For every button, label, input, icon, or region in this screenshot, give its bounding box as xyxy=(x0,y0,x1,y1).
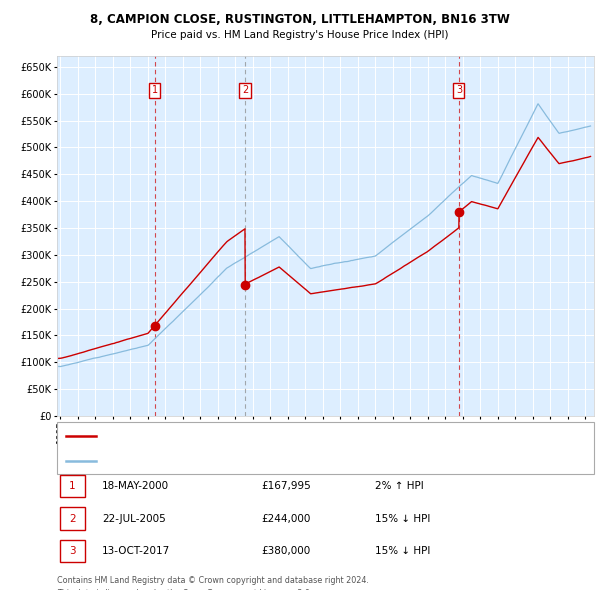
Text: 15% ↓ HPI: 15% ↓ HPI xyxy=(375,546,430,556)
Text: 3: 3 xyxy=(456,85,462,95)
Text: £380,000: £380,000 xyxy=(261,546,310,556)
Text: 2: 2 xyxy=(69,514,76,523)
Text: This data is licensed under the Open Government Licence v3.0.: This data is licensed under the Open Gov… xyxy=(57,589,313,590)
Text: 8, CAMPION CLOSE, RUSTINGTON, LITTLEHAMPTON, BN16 3TW: 8, CAMPION CLOSE, RUSTINGTON, LITTLEHAMP… xyxy=(90,13,510,26)
Text: 1: 1 xyxy=(69,481,76,491)
Text: 2% ↑ HPI: 2% ↑ HPI xyxy=(375,481,424,491)
Text: 3: 3 xyxy=(69,546,76,556)
Text: 15% ↓ HPI: 15% ↓ HPI xyxy=(375,514,430,523)
Text: £167,995: £167,995 xyxy=(261,481,311,491)
Text: £244,000: £244,000 xyxy=(261,514,310,523)
Text: Contains HM Land Registry data © Crown copyright and database right 2024.: Contains HM Land Registry data © Crown c… xyxy=(57,576,369,585)
Text: 22-JUL-2005: 22-JUL-2005 xyxy=(102,514,166,523)
Text: 8, CAMPION CLOSE, RUSTINGTON, LITTLEHAMPTON, BN16 3TW (detached house): 8, CAMPION CLOSE, RUSTINGTON, LITTLEHAMP… xyxy=(101,432,485,441)
Text: 18-MAY-2000: 18-MAY-2000 xyxy=(102,481,169,491)
Text: 1: 1 xyxy=(152,85,158,95)
Text: HPI: Average price, detached house, Arun: HPI: Average price, detached house, Arun xyxy=(101,456,299,466)
Text: 2: 2 xyxy=(242,85,248,95)
Text: 13-OCT-2017: 13-OCT-2017 xyxy=(102,546,170,556)
Text: Price paid vs. HM Land Registry's House Price Index (HPI): Price paid vs. HM Land Registry's House … xyxy=(151,30,449,40)
